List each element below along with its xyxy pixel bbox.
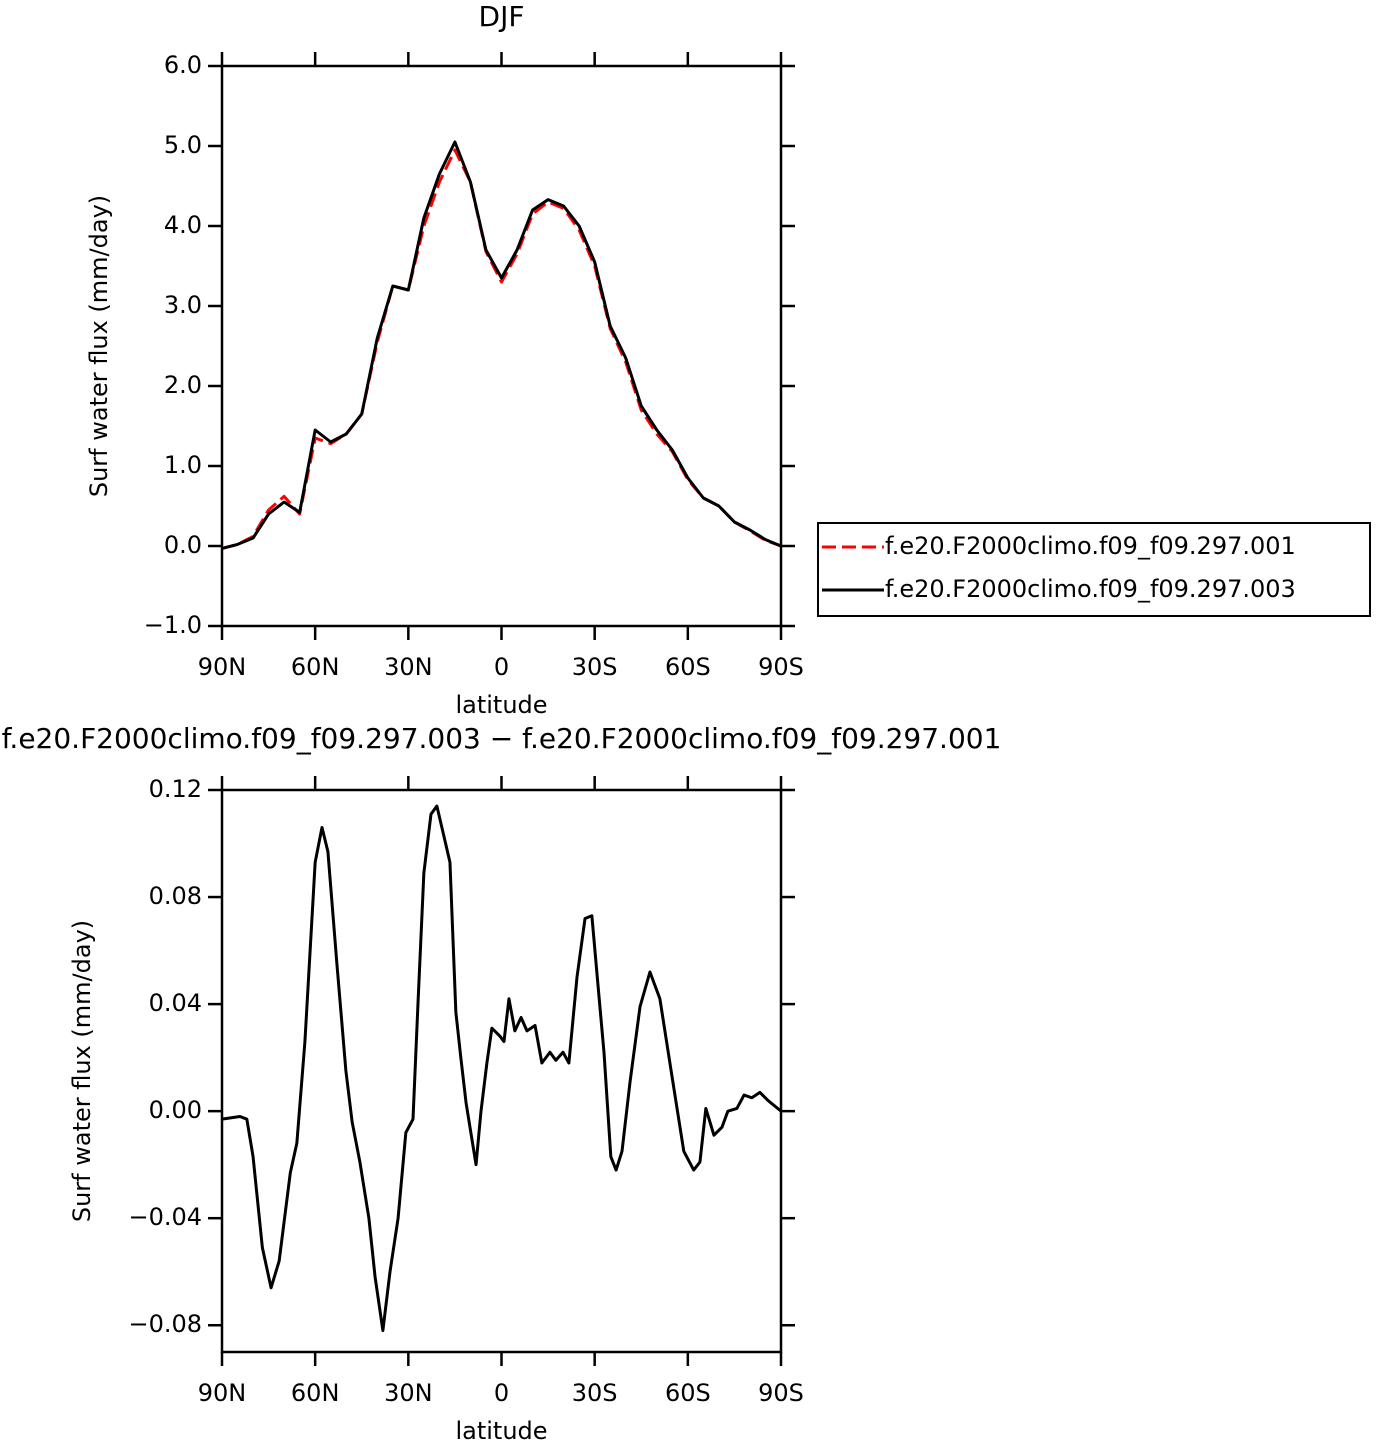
y-tick-label: 0.04: [149, 989, 202, 1017]
x-tick-label: 30S: [572, 653, 618, 681]
y-axis-label: Surf water flux (mm/day): [85, 195, 113, 497]
legend-label: f.e20.F2000climo.f09_f09.297.001: [885, 532, 1296, 560]
x-axis-label: latitude: [455, 691, 547, 719]
y-tick-label: 0.12: [149, 775, 202, 803]
chart-title: f.e20.F2000climo.f09_f09.297.003 − f.e20…: [2, 722, 1002, 755]
x-tick-label: 60N: [291, 1379, 340, 1407]
y-tick-label: −0.04: [128, 1203, 202, 1231]
x-tick-label: 90S: [758, 1379, 804, 1407]
plot-frame: [220, 64, 783, 628]
y-tick-label: 5.0: [164, 131, 202, 159]
x-tick-label: 90N: [198, 1379, 247, 1407]
x-tick-label: 0: [494, 653, 509, 681]
plot-frame: [220, 788, 783, 1354]
x-tick-label: 30S: [572, 1379, 618, 1407]
chart-title: DJF: [479, 0, 525, 33]
y-tick-label: −0.08: [128, 1310, 202, 1338]
x-tick-label: 60S: [665, 1379, 711, 1407]
x-axis-label: latitude: [455, 1417, 547, 1445]
x-tick-label: 90S: [758, 653, 804, 681]
y-tick-label: 0.08: [149, 882, 202, 910]
x-tick-label: 60S: [665, 653, 711, 681]
data-line: [221, 140, 782, 550]
y-tick-label: 3.0: [164, 291, 202, 319]
legend-box: [817, 522, 1371, 617]
y-tick-label: 6.0: [164, 51, 202, 79]
y-tick-label: −1.0: [144, 611, 202, 639]
x-tick-label: 30N: [384, 653, 433, 681]
y-axis-label: Surf water flux (mm/day): [68, 920, 96, 1222]
x-tick-label: 30N: [384, 1379, 433, 1407]
y-tick-label: 4.0: [164, 211, 202, 239]
x-tick-label: 90N: [198, 653, 247, 681]
data-line: [221, 804, 782, 1333]
legend-label: f.e20.F2000climo.f09_f09.297.003: [885, 575, 1296, 603]
y-tick-label: 2.0: [164, 371, 202, 399]
y-tick-label: 0.00: [149, 1096, 202, 1124]
x-tick-label: 0: [494, 1379, 509, 1407]
y-tick-label: 1.0: [164, 451, 202, 479]
x-tick-label: 60N: [291, 653, 340, 681]
y-tick-label: 0.0: [164, 531, 202, 559]
